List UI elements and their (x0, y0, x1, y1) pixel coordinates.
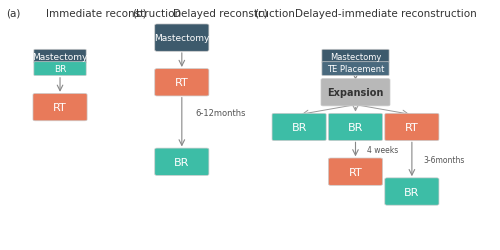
FancyBboxPatch shape (34, 50, 86, 64)
FancyBboxPatch shape (322, 50, 389, 64)
Text: RT: RT (405, 122, 419, 132)
FancyBboxPatch shape (321, 79, 390, 106)
Text: 6-12months: 6-12months (196, 108, 246, 117)
Text: BR: BR (348, 122, 363, 132)
Text: (c): (c) (254, 9, 268, 19)
FancyBboxPatch shape (155, 148, 209, 176)
Text: (b): (b) (132, 9, 147, 19)
Text: BR: BR (174, 157, 190, 167)
Text: RT: RT (348, 167, 362, 177)
Text: Mastectomy: Mastectomy (32, 52, 88, 62)
FancyBboxPatch shape (272, 114, 326, 141)
Text: Delayed-immediate reconstruction: Delayed-immediate reconstruction (294, 9, 476, 19)
FancyBboxPatch shape (34, 62, 86, 76)
FancyBboxPatch shape (328, 114, 382, 141)
Text: RT: RT (175, 78, 188, 88)
Text: BR: BR (404, 187, 419, 197)
Text: Delayed reconstruction: Delayed reconstruction (173, 9, 294, 19)
Text: BR: BR (292, 122, 307, 132)
FancyBboxPatch shape (385, 178, 439, 205)
Text: (a): (a) (6, 9, 20, 19)
Text: BR: BR (54, 65, 66, 74)
Text: TE Placement: TE Placement (327, 65, 384, 74)
FancyBboxPatch shape (322, 62, 389, 76)
FancyBboxPatch shape (155, 69, 209, 96)
FancyBboxPatch shape (155, 25, 209, 52)
Text: Expansion: Expansion (328, 88, 384, 98)
Text: Mastectomy: Mastectomy (330, 52, 381, 62)
FancyBboxPatch shape (385, 114, 439, 141)
Text: 4 weeks: 4 weeks (367, 145, 398, 154)
FancyBboxPatch shape (328, 158, 382, 186)
Text: RT: RT (53, 103, 67, 113)
Text: Mastectomy: Mastectomy (154, 34, 210, 43)
FancyBboxPatch shape (33, 94, 87, 121)
Text: 3-6months: 3-6months (423, 155, 465, 164)
Text: Immediate reconstruction: Immediate reconstruction (46, 9, 182, 19)
